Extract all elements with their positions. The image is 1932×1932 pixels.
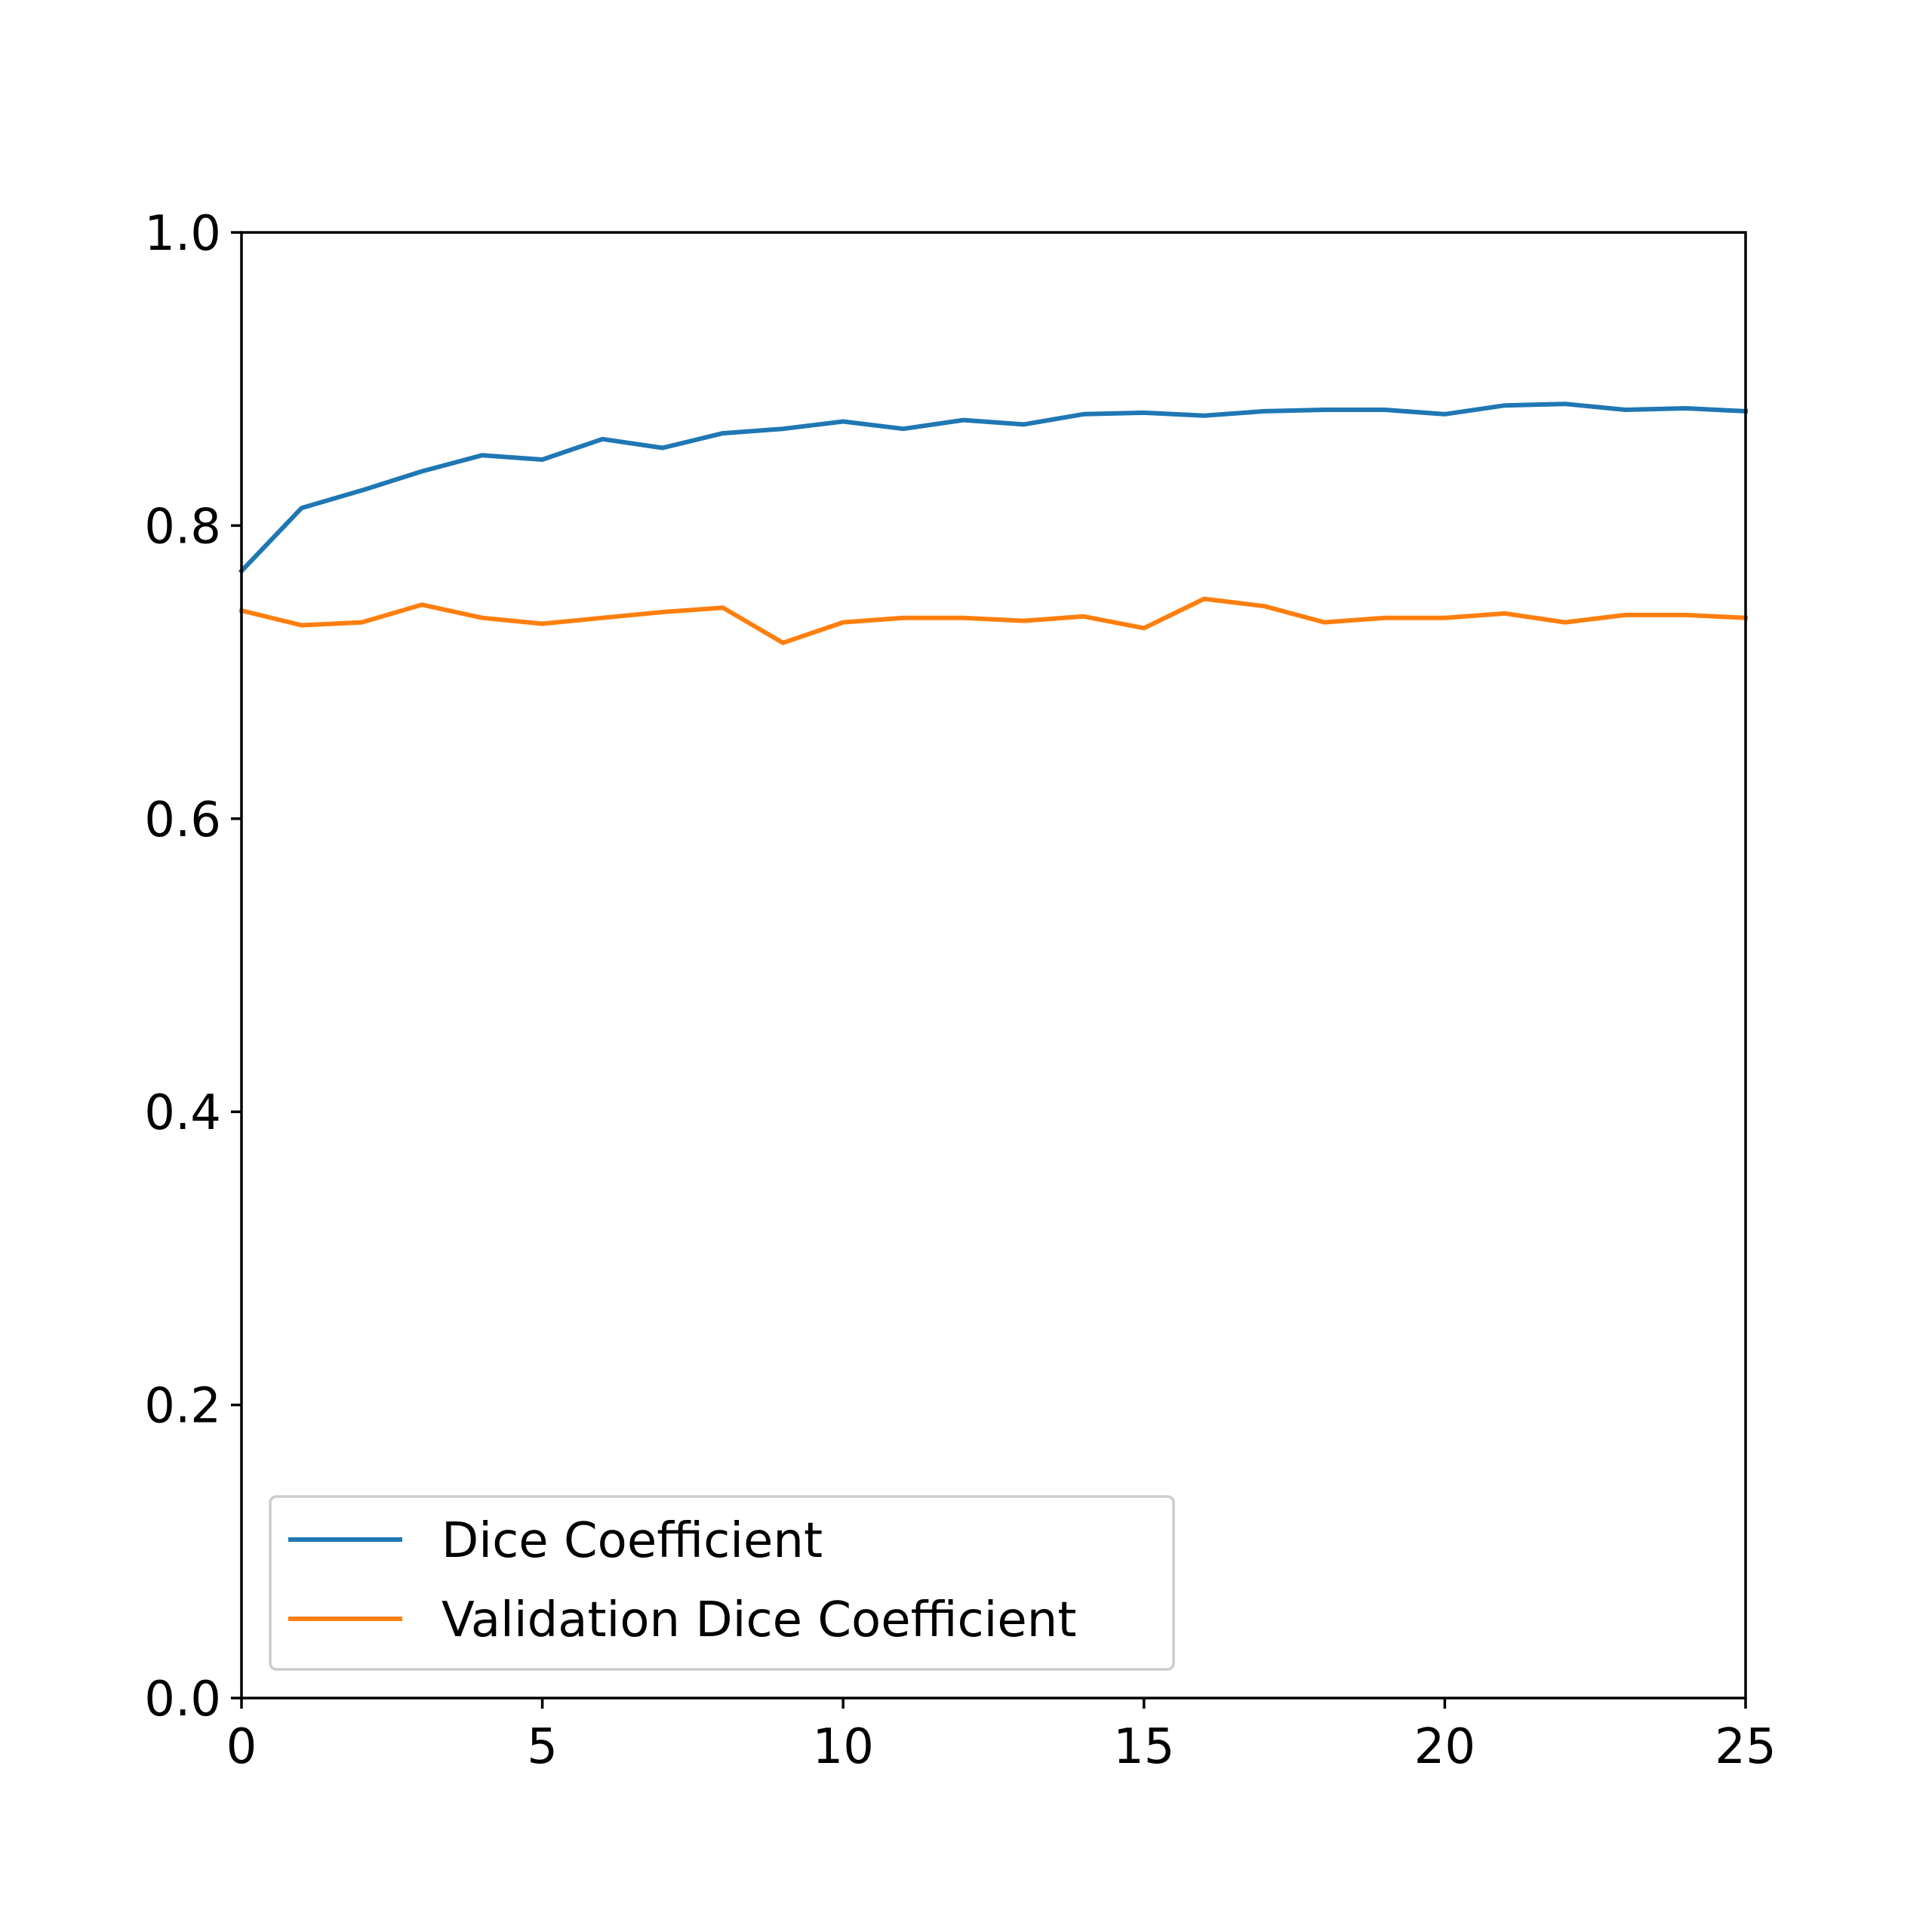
x-axis: 0 5 10 15 20 25: [226, 1698, 1777, 1775]
x-tick-label: 10: [812, 1719, 873, 1775]
x-tick-label: 25: [1715, 1719, 1776, 1775]
legend-box: [269, 1495, 1175, 1671]
y-tick-label: 1.0: [144, 206, 221, 262]
series-layer: [238, 401, 1749, 645]
x-tick-label: 20: [1414, 1719, 1475, 1775]
series-line-dice-coefficient: [238, 401, 1749, 574]
legend: Dice Coefficient Validation Dice Coeffici…: [269, 1495, 1175, 1671]
series-line-validation-dice-coefficient: [238, 596, 1749, 645]
x-tick-label: 0: [226, 1719, 257, 1775]
x-tick-label: 5: [527, 1719, 558, 1775]
legend-label: Validation Dice Coefficient: [441, 1592, 1076, 1648]
y-axis: 0.0 0.2 0.4 0.6 0.8 1.0: [144, 206, 242, 1727]
plot-frame: [240, 231, 1747, 1700]
y-tick-label: 0.6: [144, 792, 221, 848]
legend-label: Dice Coefficient: [441, 1513, 823, 1569]
y-tick-label: 0.8: [144, 499, 221, 555]
x-tick-label: 15: [1113, 1719, 1174, 1775]
y-tick-label: 0.4: [144, 1085, 221, 1141]
y-tick-label: 0.0: [144, 1672, 221, 1727]
y-tick-label: 0.2: [144, 1379, 221, 1435]
